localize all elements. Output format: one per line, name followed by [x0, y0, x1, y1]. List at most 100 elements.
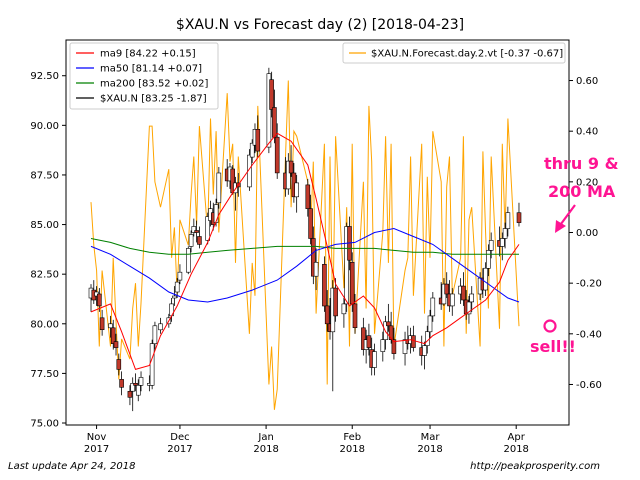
candle-body: [486, 250, 491, 269]
candle-body: [149, 343, 155, 386]
candle-body: [461, 285, 466, 301]
candle-body: [505, 212, 511, 229]
x-tick-label-year: 2018: [417, 444, 442, 455]
candle-body: [372, 351, 377, 368]
x-tick-label-month: Nov: [87, 432, 107, 443]
annotation-arrowhead: [555, 220, 566, 233]
legend-left: ma9 [84.22 +0.15] ma50 [81.14 +0.07] ma2…: [69, 42, 219, 110]
x-tick-label-year: 2017: [167, 444, 192, 455]
candle-body: [174, 281, 180, 293]
candle-body: [366, 335, 372, 348]
candle-body: [152, 325, 158, 344]
candle-body: [108, 323, 113, 329]
y2-tick-label: 0.00: [576, 228, 598, 239]
candle-body: [388, 325, 394, 340]
candle-body: [422, 345, 427, 356]
candle-body: [483, 267, 488, 291]
candle-body: [341, 303, 347, 315]
candle-body: [308, 208, 313, 239]
candle-body: [158, 323, 163, 331]
candle-body: [266, 73, 272, 148]
footer-last-update: Last update Apr 24, 2018: [8, 461, 136, 472]
y-tick-label: 85.00: [30, 220, 59, 231]
y-tick-label: 77.50: [30, 369, 59, 380]
legend-label-forecast: $XAU.N.Forecast.day.2.vt [-0.37 -0.67]: [371, 49, 563, 60]
candle-body: [197, 236, 202, 245]
legend-right: $XAU.N.Forecast.day.2.vt [-0.37 -0.67]: [342, 42, 566, 64]
candle-body: [186, 248, 191, 273]
moving-averages: [90, 132, 520, 371]
candle-body: [424, 331, 430, 346]
y2-tick-label: 0.40: [576, 127, 598, 138]
candle-body: [344, 226, 350, 305]
candle-body: [191, 226, 197, 233]
candle-body: [249, 142, 255, 158]
candle-body: [449, 293, 455, 307]
candle-body: [310, 238, 316, 277]
y2-tick-label: -0.20: [576, 279, 602, 290]
candle-body: [216, 172, 222, 204]
candle-body: [333, 287, 338, 317]
y-tick-label: 75.00: [30, 419, 59, 430]
candle-body: [233, 182, 238, 194]
candle-body: [272, 107, 277, 138]
candle-body: [194, 230, 199, 233]
annotation-ma: 200 MA: [548, 182, 616, 201]
candle-body: [113, 341, 119, 348]
x-tick-label-month: Apr: [508, 432, 526, 443]
x-tick-label-month: Dec: [170, 432, 189, 443]
x-tick-label-year: 2018: [253, 444, 278, 455]
candle-body: [136, 384, 141, 396]
annotations: thru 9 & 200 MA sell!!: [530, 154, 619, 356]
candle-body: [305, 184, 311, 209]
legend-label-ma9: ma9 [84.22 +0.15]: [100, 49, 196, 60]
ma50-line: [90, 227, 520, 303]
candle-body: [349, 261, 355, 305]
annotation-circle: [543, 319, 557, 333]
legend-label-ma200: ma200 [83.52 +0.02]: [100, 79, 208, 90]
y2-tick-label: -0.60: [576, 380, 602, 391]
candle-body: [466, 301, 472, 315]
candle-body: [361, 327, 366, 350]
candle-body: [469, 293, 475, 303]
candle-body: [255, 129, 261, 152]
ma200-line: [90, 238, 519, 255]
candle-body: [294, 182, 300, 198]
candle-body: [380, 339, 386, 352]
y-tick-label: 92.50: [30, 71, 59, 82]
annotation-sell: sell!!: [530, 337, 576, 356]
candle-body: [391, 339, 397, 354]
candle-body: [127, 390, 133, 398]
y2-tick-label: 0.20: [576, 177, 598, 188]
candle-body: [172, 295, 177, 299]
candle-body: [516, 212, 522, 223]
candle-body: [110, 327, 116, 344]
y2-tick-label: -0.40: [576, 329, 602, 340]
candle-body: [188, 234, 194, 247]
candle-body: [133, 382, 138, 386]
candle-body: [488, 240, 494, 251]
candle-body: [138, 377, 144, 386]
candle-body: [322, 263, 327, 307]
candle-body: [177, 271, 183, 281]
x-tick-label-month: Jan: [257, 432, 273, 443]
candle-body: [502, 228, 508, 239]
y-tick-label: 82.50: [30, 270, 59, 281]
x-tick-label-month: Feb: [343, 432, 361, 443]
ma9-line: [90, 132, 520, 371]
y2-tick-label: 0.60: [576, 76, 598, 87]
y-tick-label: 90.00: [30, 121, 59, 132]
candle-body: [285, 160, 291, 190]
candle-body: [205, 216, 210, 241]
candle-body: [97, 293, 102, 307]
candle-body: [288, 160, 294, 174]
axes: 75.00 77.50 80.00 82.50 85.00 87.50 90.00 92.50…: [30, 71, 602, 455]
candle-body: [444, 283, 450, 295]
candle-body: [130, 382, 135, 392]
footer-url: http://peakprosperity.com: [470, 461, 600, 472]
candle-body: [386, 321, 391, 327]
candle-body: [352, 303, 358, 328]
y-tick-label: 80.00: [30, 319, 59, 330]
candle-body: [324, 305, 330, 325]
